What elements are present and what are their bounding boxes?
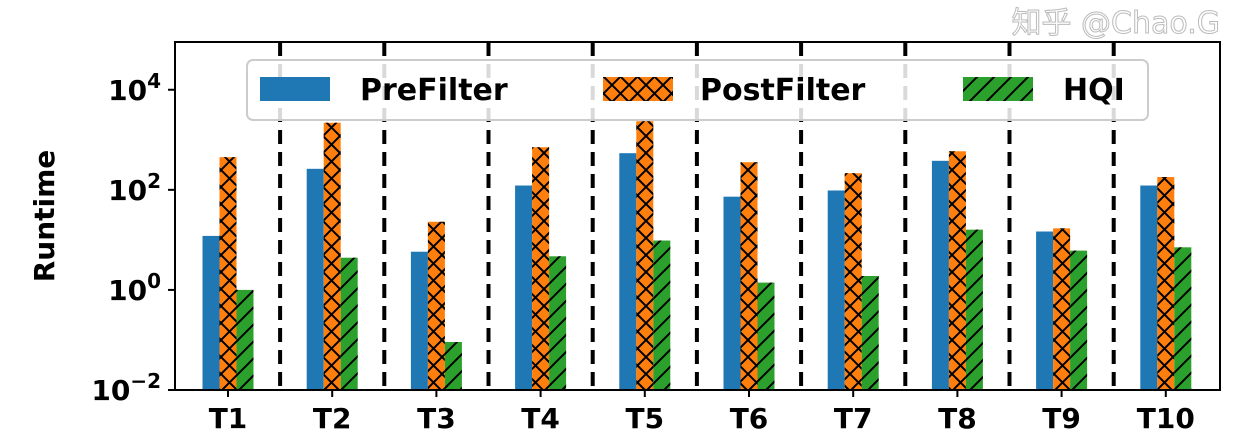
bar-hatch-postfilter-t3 — [427, 221, 445, 390]
bar-hatch-postfilter-t2 — [323, 122, 341, 391]
y-axis: 10−2 100 102 104 — [91, 69, 175, 407]
bar-hatch-hqi-t7 — [861, 275, 879, 390]
bar-hatch-hqi-t2 — [340, 257, 358, 390]
x-tick-label-t5: T5 — [626, 402, 665, 435]
y-axis-label: Runtime — [28, 150, 61, 283]
bar-hatch-postfilter-t5 — [636, 121, 654, 390]
x-tick-label-t4: T4 — [521, 402, 560, 435]
y-tick-label: 102 — [108, 169, 161, 207]
bar-prefilter-t4 — [515, 185, 533, 390]
bar-prefilter-t9 — [1036, 231, 1054, 390]
bar-prefilter-t6 — [723, 196, 741, 390]
x-tick-label-t8: T8 — [938, 402, 977, 435]
bar-prefilter-t10 — [1140, 185, 1158, 390]
y-tick-label: 100 — [108, 269, 161, 307]
bar-hatch-hqi-t1 — [236, 289, 254, 390]
watermark: 知乎 @Chao.G — [1012, 6, 1221, 41]
bars — [202, 121, 1192, 391]
x-tick-label-t2: T2 — [313, 402, 352, 435]
bar-hatch-hqi-t10 — [1174, 247, 1192, 390]
legend-label-postfilter: PostFilter — [700, 73, 866, 108]
bar-hatch-postfilter-t8 — [948, 151, 966, 390]
bar-hatch-postfilter-t4 — [532, 147, 550, 390]
bar-prefilter-t2 — [306, 168, 324, 390]
x-axis: T1 T2 T3 T4 T5 T6 T7 T8 T9 T10 — [209, 390, 1195, 435]
plot-frame — [174, 41, 1221, 391]
bar-hatch-postfilter-t10 — [1157, 177, 1175, 390]
bar-hatch-postfilter-t9 — [1053, 228, 1071, 390]
legend-label-prefilter: PreFilter — [360, 73, 508, 108]
legend-hatch-hqi — [963, 77, 1033, 101]
bar-hatch-hqi-t4 — [549, 256, 567, 390]
bar-hatch-hqi-t3 — [444, 342, 462, 390]
x-tick-label-t1: T1 — [209, 402, 248, 435]
legend-label-hqi: HQI — [1063, 73, 1125, 108]
x-tick-label-t7: T7 — [834, 402, 873, 435]
bar-hatch-postfilter-t7 — [844, 173, 862, 390]
y-tick-label: 10−2 — [91, 369, 161, 407]
x-tick-label-t3: T3 — [417, 402, 456, 435]
bar-prefilter-t3 — [410, 251, 428, 390]
bar-hatch-postfilter-t1 — [219, 157, 237, 390]
bar-prefilter-t5 — [619, 153, 637, 390]
x-tick-label-t6: T6 — [730, 402, 769, 435]
legend-swatch-prefilter — [260, 77, 330, 101]
bar-hatch-hqi-t8 — [965, 229, 983, 390]
bar-hatch-hqi-t6 — [757, 282, 775, 390]
bar-hatch-hqi-t9 — [1070, 250, 1088, 390]
legend: PreFilter PostFilter HQI — [246, 59, 1149, 121]
legend-hatch-postfilter — [603, 77, 673, 101]
bar-prefilter-t1 — [202, 235, 220, 390]
x-tick-label-t10: T10 — [1137, 402, 1195, 435]
x-tick-label-t9: T9 — [1042, 402, 1081, 435]
bar-prefilter-t8 — [931, 160, 949, 390]
bar-prefilter-t7 — [827, 190, 845, 390]
y-tick-label: 104 — [108, 69, 161, 107]
bar-hatch-postfilter-t6 — [740, 162, 758, 390]
bar-hatch-hqi-t5 — [653, 240, 671, 390]
